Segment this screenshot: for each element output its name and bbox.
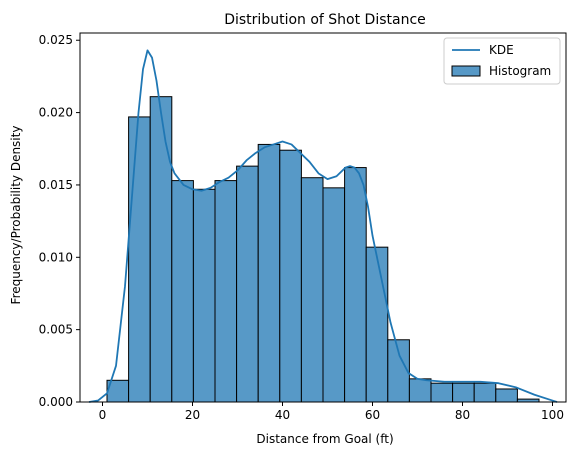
y-tick-label: 0.000 (39, 395, 73, 409)
histogram-bar (149, 96, 173, 403)
plot-area (79, 32, 567, 403)
y-tick-label: 0.025 (39, 33, 73, 47)
histogram-bar (473, 382, 497, 403)
histogram-bar (344, 167, 367, 403)
x-tick-label: 60 (365, 408, 380, 422)
x-axis-label: Distance from Goal (ft) (256, 432, 393, 446)
histogram-bar (452, 382, 475, 403)
legend-histogram-swatch (451, 65, 481, 77)
histogram-bar (495, 388, 518, 403)
x-tick-label: 0 (99, 408, 107, 422)
histogram-bar (236, 165, 259, 403)
histogram-bar (128, 116, 151, 403)
x-tick-label: 40 (275, 408, 290, 422)
x-tick-label: 20 (185, 408, 200, 422)
plot-frame (79, 32, 567, 403)
y-tick-label: 0.015 (39, 178, 73, 192)
y-tick-label: 0.010 (39, 250, 73, 264)
histogram-bar (365, 246, 389, 403)
kde-line (88, 49, 558, 403)
x-axis: 0 20 40 60 80 100 (99, 402, 564, 422)
histogram-bar (408, 378, 432, 403)
y-axis-label: Frequency/Probability Density (9, 126, 23, 305)
x-tick-label: 80 (455, 408, 470, 422)
histogram-bar (257, 143, 281, 403)
legend-label: Histogram (489, 64, 551, 78)
legend: KDE Histogram (443, 37, 561, 85)
histogram-bar (300, 177, 324, 403)
histogram-bar (279, 149, 302, 403)
histogram-bar (171, 180, 194, 403)
x-tick-label: 100 (541, 408, 564, 422)
histogram-bar (430, 382, 454, 403)
y-tick-label: 0.005 (39, 323, 73, 337)
histogram-bar (322, 187, 346, 403)
legend-label: KDE (489, 43, 514, 57)
histogram-bar (192, 188, 216, 403)
y-tick-label: 0.020 (39, 106, 73, 120)
y-axis: 0.000 0.005 0.010 0.015 0.020 0.025 (39, 33, 80, 409)
histogram-bar (214, 180, 238, 403)
chart-title: Distribution of Shot Distance (224, 12, 426, 28)
